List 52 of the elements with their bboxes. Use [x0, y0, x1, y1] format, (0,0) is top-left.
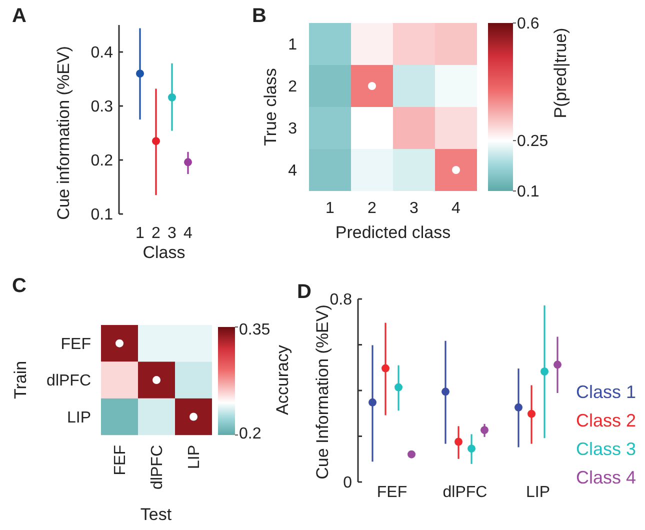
color-bar-label: 0.25 — [517, 133, 548, 150]
y-tick-label: 4 — [288, 162, 298, 180]
point — [168, 93, 176, 102]
x-tick-label: 3 — [410, 200, 419, 217]
y-tick-label: 0 — [343, 474, 352, 492]
color-bar-title: Accuracy — [272, 344, 292, 415]
x-axis-title: Predicted class — [335, 223, 451, 242]
x-tick-label: FEF — [376, 484, 408, 501]
x-tick-label: LIP — [526, 484, 550, 501]
color-bar-title: P(pred|true) — [550, 28, 570, 118]
color-bar-label: 0.2 — [239, 426, 262, 443]
text: Class 1 — [576, 382, 636, 402]
point — [184, 158, 192, 166]
x-tick-label: dlPFC — [149, 445, 166, 490]
text: Class 3 — [576, 439, 636, 459]
y-tick-label: 1 — [288, 36, 298, 54]
y-tick-label: 3 — [288, 120, 298, 138]
y-tick-label: 0.2 — [90, 152, 114, 170]
color-bar-label: 0.1 — [517, 184, 540, 201]
text: Class 2 — [576, 410, 636, 430]
y-tick-label: 0.1 — [90, 206, 114, 224]
y-axis-title: Cue information (%EV) — [54, 46, 73, 220]
y-axis-title: True class — [260, 68, 280, 146]
y-tick-label: 0.3 — [90, 98, 114, 116]
x-tick-label: 2 — [368, 200, 377, 217]
point — [136, 70, 144, 78]
text: Class 4 — [576, 468, 636, 488]
point — [152, 137, 160, 146]
y-tick-label: 2 — [288, 78, 298, 96]
x-tick-label: dlPFC — [442, 484, 488, 501]
y-tick-label: LIP — [66, 409, 91, 426]
x-tick-label: 4 — [184, 225, 193, 242]
y-axis-title: Cue Information (%EV) — [312, 304, 332, 480]
color-bar-label: 0.6 — [517, 16, 540, 33]
chart-title: B — [252, 5, 266, 27]
chart-title: C — [12, 275, 26, 297]
x-tick-label: 4 — [452, 200, 461, 217]
chart-title: D — [297, 281, 312, 303]
y-tick-label: 0.8 — [330, 292, 352, 309]
x-axis-title: Class — [142, 243, 186, 262]
x-tick-label: 1 — [326, 200, 335, 217]
chart-title: A — [12, 5, 26, 27]
y-tick-label: 0.4 — [90, 44, 114, 62]
x-axis-title: Test — [140, 505, 172, 524]
y-axis-title: Train — [10, 360, 30, 400]
x-tick-label: LIP — [186, 445, 204, 470]
y-tick-label: FEF — [60, 336, 92, 353]
y-tick-label: dlPFC — [46, 372, 91, 390]
color-bar-label: 0.35 — [239, 322, 270, 339]
x-tick-label: 3 — [168, 225, 177, 242]
x-tick-label: 2 — [152, 225, 161, 242]
x-tick-label: 1 — [136, 225, 145, 242]
